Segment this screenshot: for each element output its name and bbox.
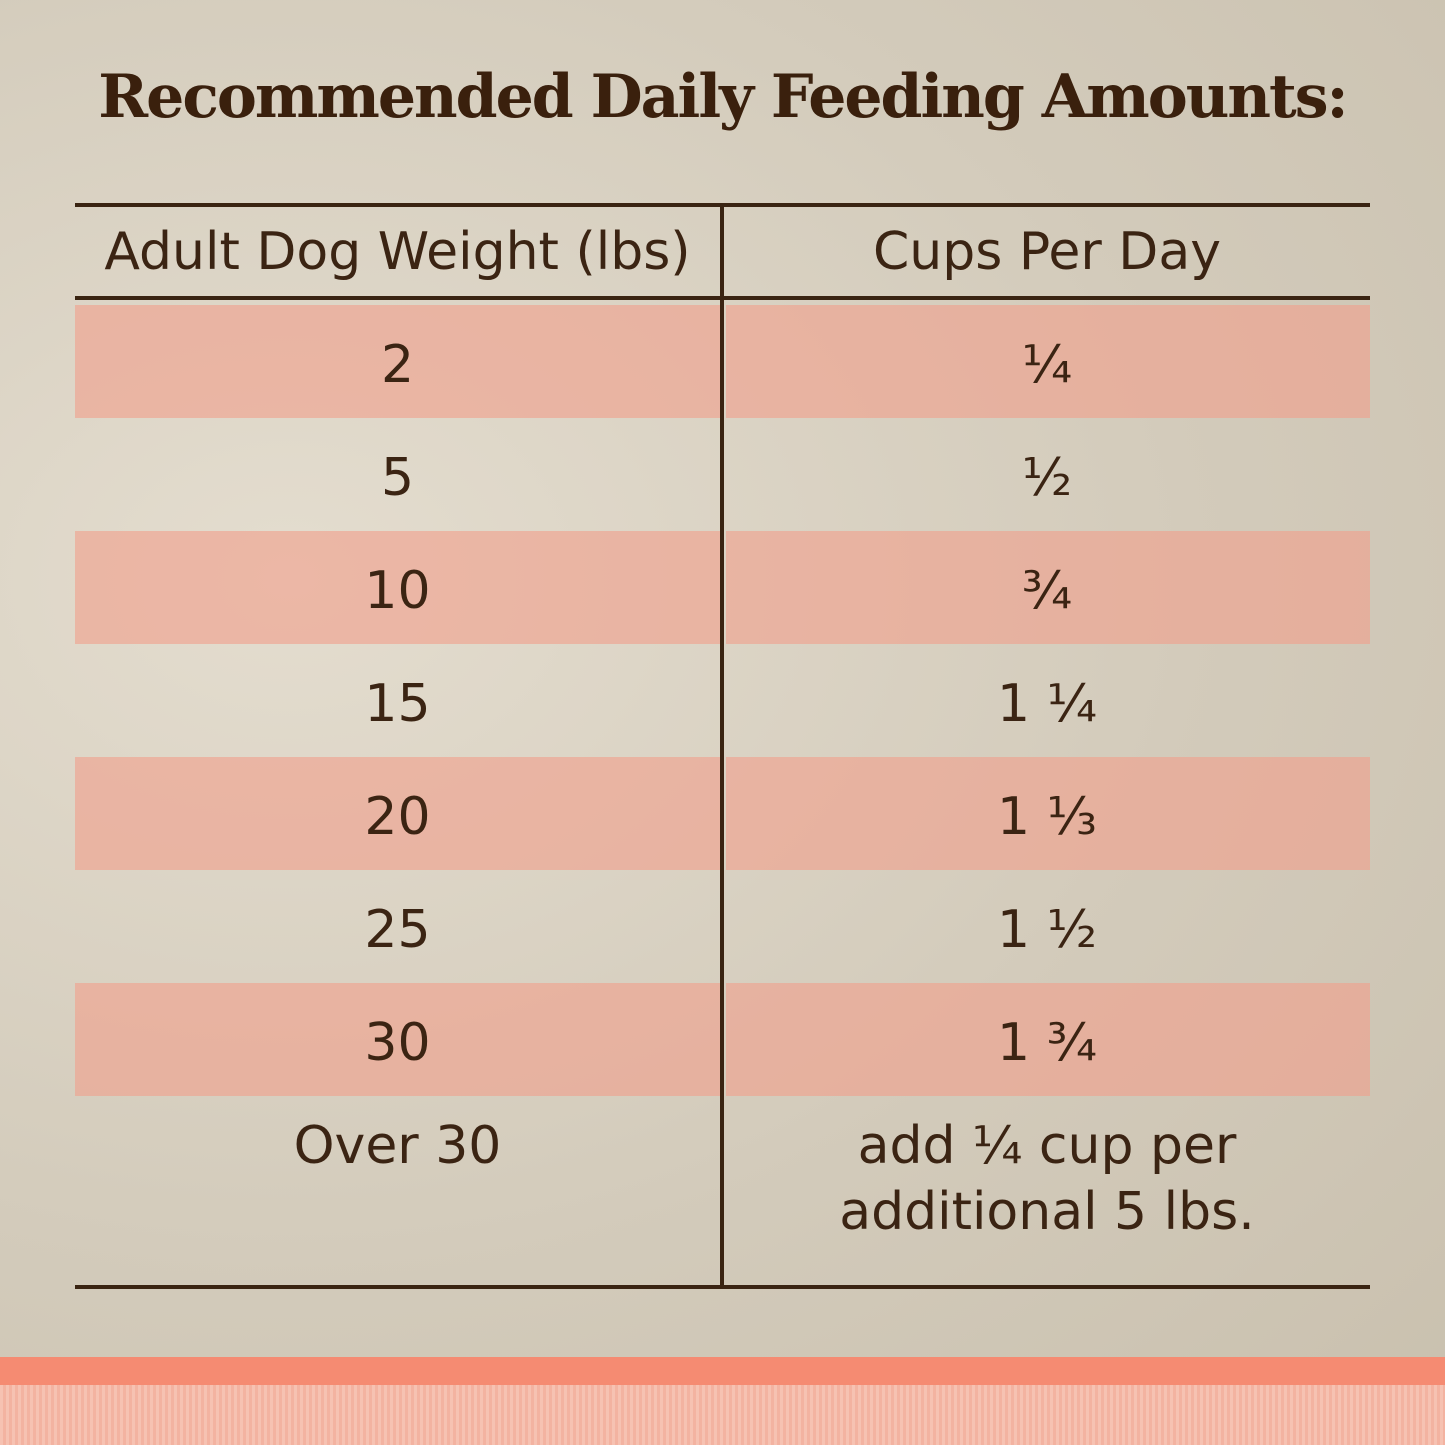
footer-texture: [0, 1385, 1445, 1445]
row-band: [75, 983, 720, 1096]
table-cell: ¼: [1021, 335, 1073, 395]
table-cell: 30: [364, 1013, 431, 1073]
table-cell: ½: [1021, 448, 1073, 508]
table-cell: 2: [380, 335, 415, 395]
row-band: [726, 305, 1370, 418]
table-cell: 1 ¾: [996, 1013, 1097, 1073]
table-cell: 25: [364, 900, 431, 960]
table-cell: additional 5 lbs.: [839, 1182, 1255, 1242]
table-cell: 15: [364, 674, 431, 734]
title: Recommended Daily Feeding Amounts:: [98, 62, 1348, 132]
row-band: [75, 305, 720, 418]
table-cell: 20: [364, 787, 431, 847]
table-cell: add ¼ cup per: [857, 1116, 1237, 1176]
row-band: [726, 983, 1370, 1096]
row-band: [726, 757, 1370, 870]
table-cell: 5: [380, 448, 415, 508]
header-cell: Cups Per Day: [873, 222, 1221, 282]
table-cell: 1 ½: [996, 900, 1097, 960]
table-cell: 1 ¼: [996, 674, 1097, 734]
footer-strip: [0, 1357, 1445, 1385]
row-band: [726, 531, 1370, 644]
table-cell: 10: [364, 561, 431, 621]
table-cell: ¾: [1021, 561, 1073, 621]
row-band: [75, 531, 720, 644]
row-band: [75, 757, 720, 870]
column-divider: [720, 205, 724, 1288]
table-cell: Over 30: [293, 1116, 502, 1176]
table-cell: 1 ⅓: [996, 787, 1097, 847]
header-cell: Adult Dog Weight (lbs): [104, 222, 691, 282]
